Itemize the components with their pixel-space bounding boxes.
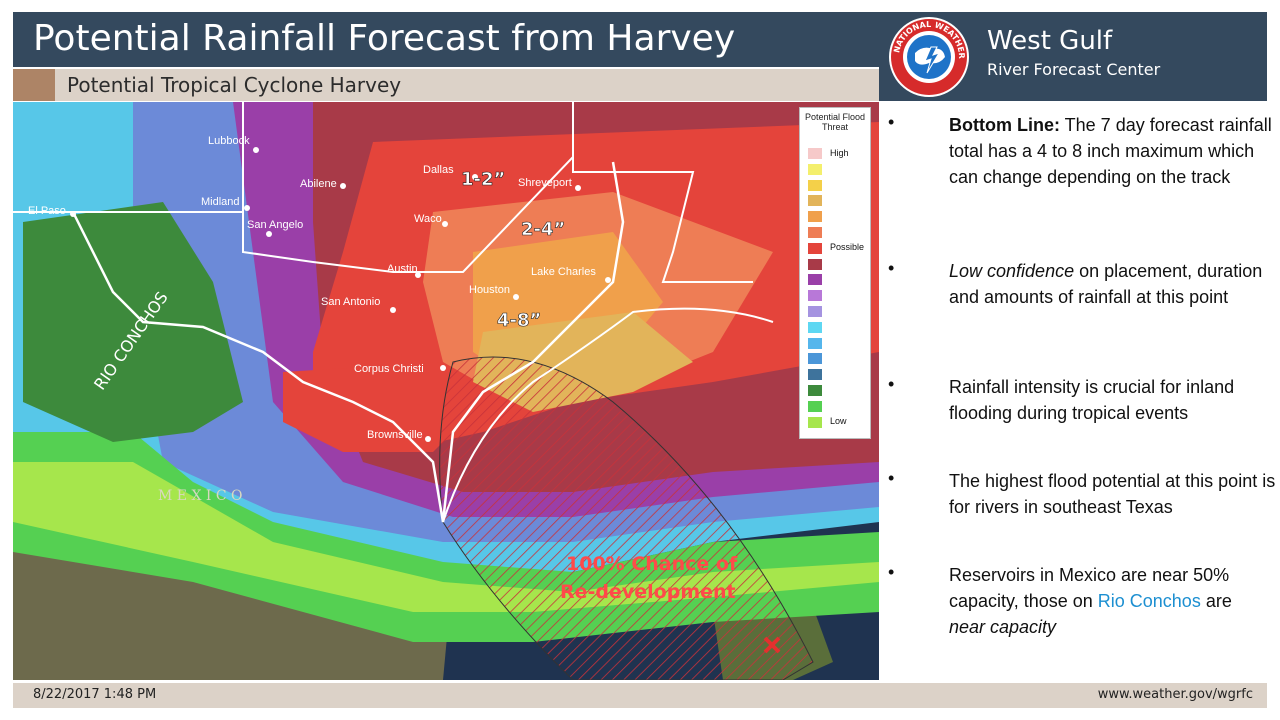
bullet-text: The highest flood potential at this poin… <box>949 471 1276 517</box>
city-label: San Antonio <box>321 296 380 308</box>
legend-swatch <box>808 242 822 254</box>
legend-swatch <box>808 306 822 317</box>
bullet-strong: Bottom Line: <box>949 115 1060 135</box>
bullet-text: Low confidence on placement, duration an… <box>949 258 1279 310</box>
city-houston: Houston <box>469 284 519 300</box>
legend-swatch <box>808 290 822 302</box>
city-label: Houston <box>469 284 510 296</box>
city-san-angelo: San Angelo <box>247 219 303 237</box>
nws-logo: NATIONAL WEATHER SERVICE <box>886 10 969 97</box>
city-label: Lake Charles <box>531 266 596 278</box>
legend-label-low: Low <box>830 416 847 426</box>
city-label: Abilene <box>300 178 337 190</box>
city-label: Shreveport <box>518 177 572 189</box>
city-label: Waco <box>414 213 442 225</box>
legend-swatch <box>808 211 822 223</box>
disturbance-x-icon <box>763 636 781 654</box>
bullet-marker: • <box>888 562 895 582</box>
city-el-paso: El Paso <box>28 205 76 217</box>
redevelopment-line2: Re-development <box>560 581 736 603</box>
legend-swatch <box>808 353 822 365</box>
city-dallas: Dallas <box>423 164 478 180</box>
legend-swatch <box>808 337 822 349</box>
rainfall-map: Lubbock Abilene Midland El Paso San Ange… <box>13 102 879 680</box>
org-header: NATIONAL WEATHER SERVICE West Gulf River… <box>879 10 1267 101</box>
city-san-antonio: San Antonio <box>321 296 396 313</box>
city-austin: Austin <box>387 263 421 278</box>
city-shreveport: Shreveport <box>518 177 581 191</box>
bullet-marker: • <box>888 374 895 394</box>
bullet-text: Bottom Line: The 7 day forecast rainfall… <box>949 112 1279 190</box>
bullet-em: Low confidence <box>949 261 1075 281</box>
bullet-body: The 7 day forecast rainfall total has a … <box>949 115 1272 187</box>
rainfall-label-4-8: 4-8” <box>497 310 541 331</box>
footer-bar: 8/22/2017 1:48 PM www.weather.gov/wgrfc <box>13 683 1267 708</box>
city-label: Midland <box>201 196 240 208</box>
city-label: Lubbock <box>208 135 250 147</box>
city-label: Austin <box>387 263 418 275</box>
bullet-body: on placement, duration and amounts of ra… <box>949 261 1263 307</box>
legend-swatch <box>808 400 822 412</box>
city-label: Dallas <box>423 164 454 176</box>
city-lubbock: Lubbock <box>208 135 259 153</box>
rio-conchos-highlight: Rio Conchos <box>1097 591 1201 611</box>
title-bar: Potential Rainfall Forecast from Harvey <box>13 12 879 67</box>
subtitle-bar: Potential Tropical Cyclone Harvey <box>13 69 879 101</box>
city-waco: Waco <box>414 213 448 227</box>
city-label: San Angelo <box>247 219 303 231</box>
city-label: Corpus Christi <box>354 363 424 375</box>
city-lake-charles: Lake Charles <box>531 266 611 283</box>
city-abilene: Abilene <box>300 178 346 190</box>
bullet-marker: • <box>888 112 895 132</box>
footer-url[interactable]: www.weather.gov/wgrfc <box>1097 687 1253 702</box>
bullet-marker: • <box>888 468 895 488</box>
legend-swatch <box>808 195 822 207</box>
legend-swatch <box>808 258 822 270</box>
mexico-label: M E X I C O <box>158 488 243 504</box>
legend-label-high: High <box>830 148 849 158</box>
city-label: El Paso <box>28 205 66 217</box>
legend-swatch <box>808 274 822 286</box>
legend-swatch <box>808 416 822 428</box>
bullet-body: Reservoirs in Mexico are near 50% capaci… <box>949 565 1230 611</box>
flood-threat-legend: Potential Flood Threat High Possible Low <box>799 107 871 439</box>
org-name: West Gulf <box>987 26 1113 56</box>
legend-swatch <box>808 385 822 396</box>
city-midland: Midland <box>201 196 250 211</box>
page-title: Potential Rainfall Forecast from Harvey <box>33 18 736 59</box>
bullet-text: Rainfall intensity is crucial for inland… <box>949 377 1235 423</box>
bullet-text: Reservoirs in Mexico are near 50% capaci… <box>949 562 1279 640</box>
org-subname: River Forecast Center <box>987 60 1161 79</box>
legend-swatch <box>808 179 822 191</box>
legend-title: Potential Flood Threat <box>804 112 866 132</box>
bullet-marker: • <box>888 258 895 278</box>
legend-swatch <box>808 227 822 238</box>
redevelopment-line1: 100% Chance of <box>566 553 738 575</box>
legend-swatch <box>808 163 822 175</box>
city-label: Brownsville <box>367 429 423 441</box>
bullet-em: near capacity <box>949 617 1057 637</box>
city-brownsville: Brownsville <box>367 429 431 442</box>
legend-swatch <box>808 148 822 159</box>
bullet-list: • Bottom Line: The 7 day forecast rainfa… <box>884 112 1275 672</box>
legend-swatch <box>808 369 822 381</box>
legend-label-possible: Possible <box>830 242 865 252</box>
city-corpus-christi: Corpus Christi <box>354 363 446 375</box>
rainfall-label-1-2: 1-2” <box>461 169 505 190</box>
bullet-body: are <box>1200 591 1232 611</box>
rainfall-label-2-4: 2-4” <box>521 219 565 240</box>
legend-swatch <box>808 321 822 333</box>
subtitle-accent <box>13 69 55 101</box>
footer-date: 8/22/2017 1:48 PM <box>33 687 157 702</box>
page-subtitle: Potential Tropical Cyclone Harvey <box>67 73 402 97</box>
